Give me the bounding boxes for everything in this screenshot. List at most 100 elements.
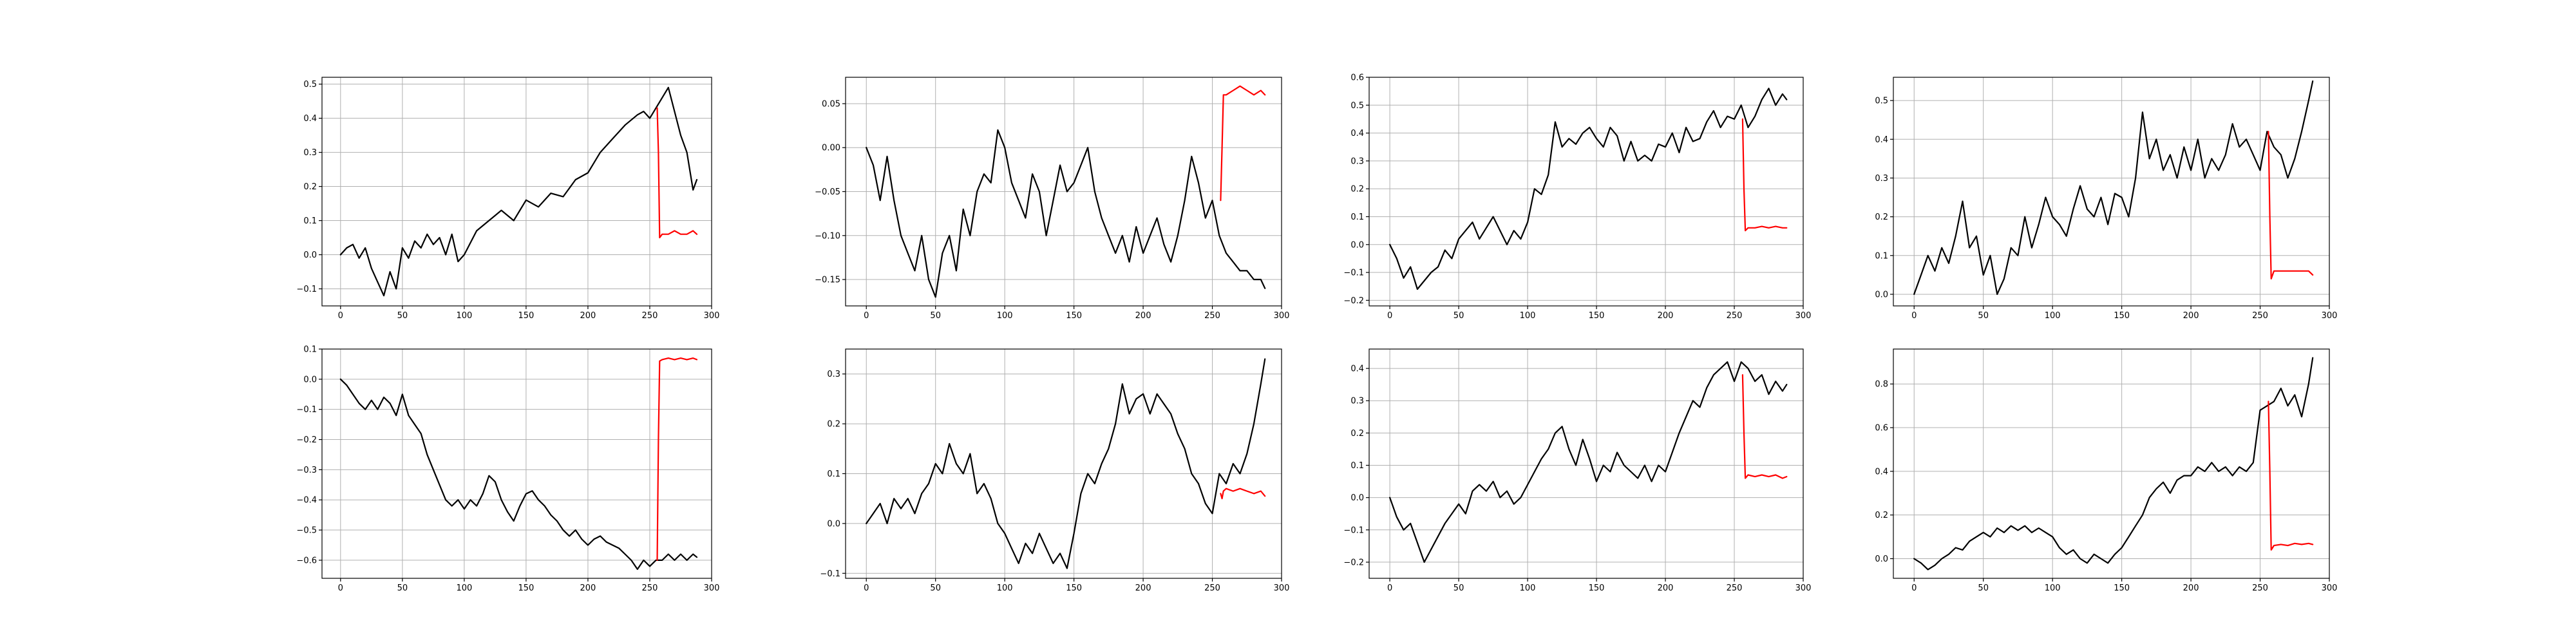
y-tick-label: −0.2 (1343, 296, 1364, 306)
x-tick-label: 100 (1520, 311, 1536, 321)
x-tick-label: 50 (930, 583, 941, 593)
x-tick-label: 100 (997, 583, 1013, 593)
x-tick-label: 50 (1454, 311, 1464, 321)
y-tick-label: −0.1 (820, 569, 840, 579)
y-tick-label: 0.05 (822, 99, 840, 109)
series-line-red (1741, 374, 1788, 479)
series-line-red (1220, 488, 1266, 500)
x-tick-label: 50 (1978, 311, 1989, 321)
y-tick-label: 0.8 (1875, 380, 1888, 390)
y-tick-label: 0.3 (827, 370, 840, 379)
x-tick-label: 200 (2183, 311, 2199, 321)
x-tick-label: 100 (456, 311, 472, 321)
x-tick-label: 100 (2045, 583, 2061, 593)
series-line-red (656, 357, 698, 561)
x-tick-label: 200 (2183, 583, 2199, 593)
y-tick-label: −0.1 (1343, 526, 1364, 535)
x-tick-label: 250 (2252, 583, 2268, 593)
y-tick-label: 0.2 (303, 182, 317, 192)
x-tick-label: 50 (1978, 583, 1989, 593)
series-line-black (1389, 361, 1788, 563)
x-tick-label: 250 (2252, 311, 2268, 321)
series-line-red (2268, 131, 2314, 279)
subplot-7: 0 50 100 150 200 250 300 −0.2 −0.1 0.0 0.1 0.2 0.3 0.… (1343, 348, 1811, 593)
y-tick-label: 0.0 (1875, 554, 1888, 564)
y-tick-label: 0.4 (303, 114, 317, 124)
y-tick-label: 0.2 (1875, 511, 1888, 520)
subplot-2: 0 50 100 150 200 250 300 −0.15 −0.10 −0.05 0.00 0.0… (815, 77, 1289, 321)
x-tick-label: 150 (518, 583, 534, 593)
x-tick-label: 300 (704, 583, 720, 593)
x-tick-label: 250 (1727, 311, 1743, 321)
y-tick-label: −0.1 (1343, 269, 1364, 278)
x-tick-label: 200 (1135, 311, 1151, 321)
y-tick-label: 0.3 (1350, 397, 1364, 406)
x-tick-label: 100 (456, 583, 472, 593)
x-tick-label: 300 (2322, 583, 2338, 593)
x-tick-label: 200 (580, 311, 596, 321)
x-tick-label: 250 (642, 311, 658, 321)
x-tick-label: 300 (2322, 311, 2338, 321)
y-tick-label: 0.1 (1350, 461, 1364, 471)
subplot-8: 0 50 100 150 200 250 300 0.0 0.2 0.4 0.6 0.8 (1875, 348, 2338, 593)
series-line-black (339, 378, 698, 570)
y-tick-label: 0.5 (1875, 97, 1888, 106)
y-tick-label: 0.3 (303, 148, 317, 158)
y-tick-label: −0.4 (296, 496, 317, 506)
y-tick-label: −0.2 (1343, 558, 1364, 567)
y-tick-label: 0.0 (827, 519, 840, 529)
x-tick-label: 150 (2114, 311, 2130, 321)
x-tick-label: 0 (864, 583, 869, 593)
x-tick-label: 100 (1520, 583, 1536, 593)
y-tick-label: −0.10 (815, 231, 840, 241)
y-tick-label: 0.1 (827, 469, 840, 479)
x-tick-label: 50 (1454, 583, 1464, 593)
x-tick-label: 150 (2114, 583, 2130, 593)
y-tick-label: 0.2 (1350, 429, 1364, 439)
axes-frame (321, 77, 712, 307)
subplot-3: 0 50 100 150 200 250 300 −0.2 −0.1 0.0 0.1 0.2 0.3 0.… (1343, 73, 1811, 321)
y-tick-label: 0.0 (303, 251, 317, 260)
y-tick-label: 0.4 (1875, 135, 1888, 145)
y-tick-label: 0.2 (1875, 213, 1888, 222)
x-tick-label: 100 (997, 311, 1013, 321)
axes-frame (1893, 77, 2330, 307)
y-tick-label: 0.0 (1350, 493, 1364, 503)
x-tick-label: 150 (518, 311, 534, 321)
axes-frame (1368, 348, 1804, 579)
y-tick-label: 0.5 (1350, 101, 1364, 111)
y-tick-label: −0.1 (296, 285, 317, 294)
y-tick-label: 0.2 (827, 420, 840, 430)
series-line-black (1389, 88, 1788, 290)
y-tick-label: 0.0 (303, 375, 317, 384)
subplot-5: 0 50 100 150 200 250 300 −0.6 −0.5 −0.4 −0.3 −0.2 −0… (296, 345, 719, 594)
x-tick-label: 300 (1274, 311, 1290, 321)
subplot-1: 0 50 100 150 200 250 300 −0.1 0.0 0.1 0.2 0.3 0.4 0.5 (296, 77, 719, 321)
y-tick-label: 0.0 (1875, 290, 1888, 299)
x-tick-label: 0 (1387, 311, 1392, 321)
x-tick-label: 200 (1658, 583, 1674, 593)
x-tick-label: 50 (397, 583, 408, 593)
y-tick-label: 0.1 (303, 345, 317, 355)
y-tick-label: −0.1 (296, 405, 317, 415)
y-tick-label: 0.2 (1350, 185, 1364, 194)
y-tick-label: 0.4 (1350, 129, 1364, 138)
axes-frame (1893, 348, 2330, 579)
y-tick-label: 0.6 (1350, 73, 1364, 83)
y-tick-label: 0.1 (303, 216, 317, 226)
y-tick-label: 0.3 (1875, 174, 1888, 184)
y-tick-label: 0.6 (1875, 424, 1888, 433)
axes-frame (845, 348, 1282, 579)
x-tick-label: 0 (1911, 583, 1917, 593)
y-tick-label: 0.5 (303, 80, 317, 90)
x-tick-label: 200 (1135, 583, 1151, 593)
x-tick-label: 250 (1727, 583, 1743, 593)
y-tick-label: −0.05 (815, 187, 840, 197)
y-tick-label: 0.1 (1350, 213, 1364, 222)
y-tick-label: 0.0 (1350, 240, 1364, 250)
x-tick-label: 250 (642, 583, 658, 593)
subplot-6: 0 50 100 150 200 250 300 −0.1 0.0 0.1 0.2 0.3 (820, 348, 1289, 593)
series-line-red (2268, 401, 2314, 551)
y-tick-label: 0.00 (822, 144, 840, 153)
